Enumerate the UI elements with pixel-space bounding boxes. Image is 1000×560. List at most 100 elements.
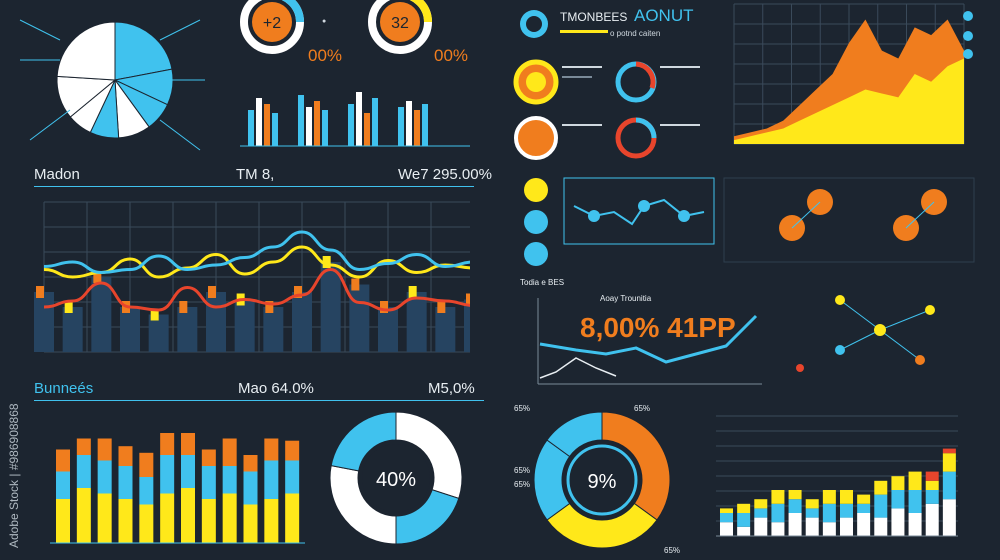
small-bar bbox=[406, 101, 412, 146]
line-chart-bar-accent bbox=[466, 293, 470, 306]
stacked-bar-segment bbox=[139, 504, 154, 543]
line-chart-bar-accent bbox=[208, 286, 216, 298]
stacked-bar-right-segment bbox=[754, 499, 768, 509]
title-main: AONUT bbox=[634, 6, 694, 25]
stacked-bar-segment bbox=[264, 438, 279, 461]
stacked-bar-segment bbox=[97, 438, 112, 461]
watermark: Adobe Stock | #986908868 bbox=[7, 403, 21, 548]
stacked-bar-segment bbox=[118, 466, 133, 499]
mini-subtitle: Aoay Trounitia bbox=[600, 294, 652, 303]
small-bar bbox=[322, 110, 328, 146]
line-chart-bar bbox=[406, 292, 427, 352]
stacked-bar-right-segment bbox=[857, 513, 871, 536]
stacked-bar-segment bbox=[160, 455, 175, 494]
line-chart-main bbox=[34, 201, 470, 353]
stacked-bar-right-segment bbox=[771, 522, 785, 536]
section-value-1: We7 295.00% bbox=[398, 166, 492, 183]
pie-1-leader bbox=[159, 19, 201, 41]
stacked-bar-right-segment bbox=[822, 522, 836, 536]
ring-1-pct: 00% bbox=[308, 46, 343, 65]
ring-1-value: +2 bbox=[263, 15, 281, 32]
big-value: 8,00% 41PP bbox=[580, 312, 736, 343]
stacked-bar-right-segment bbox=[822, 490, 836, 504]
stacked-bar-segment bbox=[118, 499, 133, 543]
stacked-bar-right-segment bbox=[737, 513, 751, 527]
donut-9-label-3: 65% bbox=[514, 466, 531, 475]
divider-2 bbox=[34, 400, 484, 401]
kpi-rings bbox=[513, 59, 657, 160]
kpi-text-1b bbox=[562, 76, 592, 78]
line-chart-bar bbox=[234, 299, 255, 352]
stacked-bar-segment bbox=[285, 460, 300, 494]
line-chart-bar-accent bbox=[265, 301, 274, 313]
line-chart-bar-accent bbox=[179, 301, 188, 313]
stacked-bar-segment bbox=[56, 499, 70, 543]
line-chart-bar-accent bbox=[380, 301, 388, 313]
stacked-bar-right-segment bbox=[942, 499, 956, 536]
stacked-bar-right-segment bbox=[891, 508, 905, 536]
line-chart-bar-accent bbox=[408, 286, 417, 298]
stacked-bar-right-segment bbox=[925, 480, 939, 490]
line-chart-bar bbox=[62, 307, 83, 352]
line-chart-bar bbox=[378, 307, 398, 352]
donut-2-slice bbox=[546, 411, 603, 458]
small-bar bbox=[414, 110, 420, 146]
line-chart-bar-accent bbox=[437, 301, 446, 313]
donut-9-center: 9% bbox=[588, 471, 617, 493]
stacked-bar-right-segment bbox=[925, 503, 939, 536]
kpi-text-1 bbox=[562, 66, 602, 68]
stacked-bar-right-segment bbox=[737, 526, 751, 536]
stacked-bar-right-segment bbox=[891, 476, 905, 490]
donut-9-label-4: 65% bbox=[514, 480, 531, 489]
stacked-bar-chart-left bbox=[50, 433, 305, 544]
stacked-bar-right-segment bbox=[737, 503, 751, 513]
stacked-bar-segment bbox=[160, 433, 175, 455]
section-mid-2: Mao 64.0% bbox=[238, 380, 314, 397]
line-chart-bar bbox=[349, 284, 370, 352]
stacked-bar-right-segment bbox=[942, 453, 956, 472]
stacked-bar-right-segment bbox=[925, 471, 939, 481]
stacked-bar-segment bbox=[201, 466, 216, 499]
line-chart-bar bbox=[177, 307, 198, 352]
line-chart-series bbox=[43, 267, 470, 312]
line-chart-bar-accent bbox=[93, 271, 102, 283]
stacked-bar-right-segment bbox=[805, 508, 819, 518]
stacked-bar-segment bbox=[201, 499, 216, 543]
line-chart-bar bbox=[34, 292, 54, 352]
kpi-text-2 bbox=[660, 66, 700, 68]
stacked-bar-segment bbox=[201, 449, 216, 466]
donut-1-slice bbox=[330, 411, 397, 472]
stacked-bar-segment bbox=[243, 471, 258, 505]
small-bar bbox=[422, 104, 428, 146]
kpi-text-3 bbox=[562, 124, 602, 126]
stacked-bar-right-segment bbox=[720, 513, 733, 523]
stacked-bar-right-segment bbox=[925, 490, 939, 504]
mini-line-chart bbox=[537, 298, 762, 385]
stacked-bar-segment bbox=[76, 488, 91, 543]
small-bar bbox=[298, 95, 304, 146]
line-chart-bar-accent bbox=[64, 301, 73, 313]
ring-gauge-2: 32 bbox=[368, 0, 432, 54]
stacked-bar-right-segment bbox=[942, 448, 956, 454]
stacked-bar-segment bbox=[139, 477, 154, 505]
stacked-bar-right-segment bbox=[857, 503, 871, 513]
small-bar bbox=[272, 113, 278, 146]
small-bar bbox=[256, 98, 262, 146]
title-prefix: TMONBEES bbox=[560, 10, 628, 24]
pie-1-leader bbox=[159, 119, 201, 151]
stacked-bar-segment bbox=[56, 449, 70, 472]
stacked-bar-right-segment bbox=[788, 513, 802, 536]
donut-40-center: 40% bbox=[376, 469, 416, 491]
stacked-bar-right-segment bbox=[771, 503, 785, 523]
stacked-bar-right-segment bbox=[805, 499, 819, 509]
stacked-bar-segment bbox=[76, 455, 91, 488]
stacked-bar-right-segment bbox=[720, 522, 733, 536]
small-bar bbox=[314, 101, 320, 146]
small-bar bbox=[264, 104, 270, 146]
area-legend bbox=[963, 11, 973, 59]
stacked-bar-right-segment bbox=[788, 499, 802, 513]
network-panel bbox=[524, 177, 975, 266]
pie-1-slice bbox=[56, 21, 116, 81]
stacked-bar-right-segment bbox=[840, 490, 853, 504]
stacked-bar-segment bbox=[222, 438, 237, 466]
